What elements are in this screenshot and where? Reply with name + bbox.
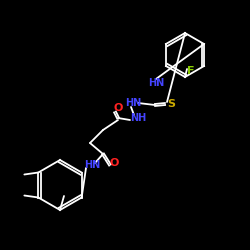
Text: S: S: [167, 99, 175, 109]
Text: HN: HN: [148, 78, 164, 88]
Text: F: F: [187, 66, 194, 76]
Text: NH: NH: [130, 113, 146, 123]
Text: O: O: [113, 103, 122, 113]
Text: HN: HN: [84, 160, 100, 170]
Text: O: O: [110, 158, 120, 168]
Text: HN: HN: [125, 98, 141, 108]
